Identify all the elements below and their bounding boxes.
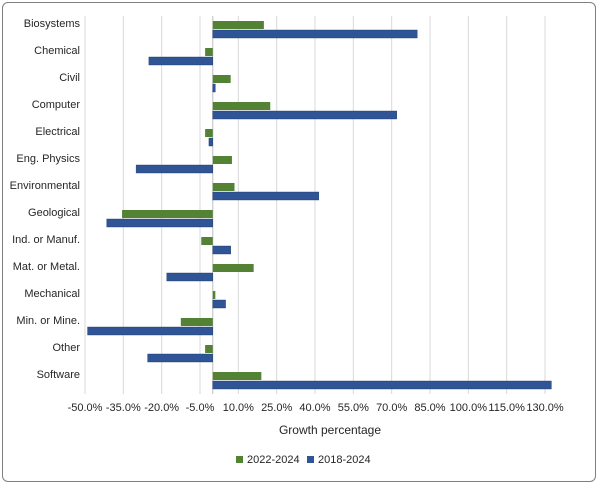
bar-2018-2024: [135, 164, 213, 174]
bar-2022-2024: [212, 264, 254, 272]
x-tick-labels: -50.0% -35.0% -20.0% -5.0% 10.0% 25.0% 40.0% 55…: [68, 402, 564, 414]
bar-2018-2024: [166, 272, 213, 282]
x-tick-label: 70.0%: [376, 402, 407, 414]
x-tick-label: 10.0%: [223, 402, 254, 414]
bar-2018-2024: [212, 83, 216, 93]
category-label: Eng. Physics: [16, 153, 80, 165]
x-axis-title: Growth percentage: [279, 423, 381, 437]
bar-2022-2024: [212, 75, 231, 83]
bar-2022-2024: [201, 237, 213, 245]
category-label: Environmental: [10, 180, 80, 192]
bar-2022-2024: [212, 372, 262, 380]
category-label: Electrical: [35, 126, 80, 138]
x-tick-label: 40.0%: [299, 402, 330, 414]
x-tick-label: 55.0%: [338, 402, 369, 414]
x-tick-label: 115.0%: [488, 402, 525, 414]
bar-2022-2024: [205, 345, 213, 353]
category-label: Mat. or Metal.: [13, 261, 80, 273]
bar-2022-2024: [212, 156, 232, 164]
category-label: Min. or Mine.: [16, 315, 80, 327]
bar-2018-2024: [147, 353, 213, 363]
category-label: Chemical: [34, 45, 80, 57]
bar-2018-2024: [212, 245, 231, 255]
category-label: Civil: [59, 72, 80, 84]
category-label: Geological: [28, 207, 80, 219]
bar-2022-2024: [205, 48, 213, 56]
bar-2018-2024: [212, 110, 397, 120]
x-tick-label: -50.0%: [68, 402, 103, 414]
x-tick-label: 85.0%: [414, 402, 445, 414]
bar-2022-2024: [122, 210, 213, 218]
x-tick-label: -20.0%: [144, 402, 179, 414]
bar-2022-2024: [212, 183, 235, 191]
x-tick-label: 130.0%: [526, 402, 564, 414]
bar-2018-2024: [212, 380, 552, 390]
x-tick-label: 100.0%: [450, 402, 488, 414]
legend-swatch: [307, 456, 314, 463]
x-tick-label: -35.0%: [106, 402, 141, 414]
bar-2022-2024: [212, 291, 216, 299]
bar-2022-2024: [205, 129, 213, 137]
category-label: Biosystems: [24, 18, 81, 30]
x-tick-label: 25.0%: [261, 402, 292, 414]
gridlines: [84, 16, 546, 394]
category-label: Mechanical: [24, 288, 80, 300]
category-labels: Biosystems Chemical Civil Computer Electrica…: [10, 18, 81, 381]
bar-2022-2024: [180, 318, 213, 326]
chart-frame: [2, 2, 596, 482]
category-label: Other: [52, 342, 80, 354]
legend-label: 2022-2024: [247, 454, 300, 466]
category-label: Software: [37, 369, 80, 381]
x-tick-label: -5.0%: [186, 402, 215, 414]
category-label: Computer: [32, 99, 81, 111]
category-label: Ind. or Manuf.: [12, 234, 80, 246]
bar-2018-2024: [87, 326, 213, 336]
bar-2018-2024: [212, 299, 226, 309]
bar-2018-2024: [212, 191, 320, 201]
legend-label: 2018-2024: [318, 454, 371, 466]
bar-2018-2024: [106, 218, 213, 228]
bar-2018-2024: [212, 29, 418, 39]
legend-swatch: [236, 456, 243, 463]
bar-2022-2024: [212, 21, 264, 29]
bar-2022-2024: [212, 102, 271, 110]
legend: 2022-2024 2018-2024: [236, 454, 371, 466]
bars: [87, 21, 552, 390]
bar-2018-2024: [148, 56, 213, 66]
bar-2018-2024: [208, 137, 213, 147]
